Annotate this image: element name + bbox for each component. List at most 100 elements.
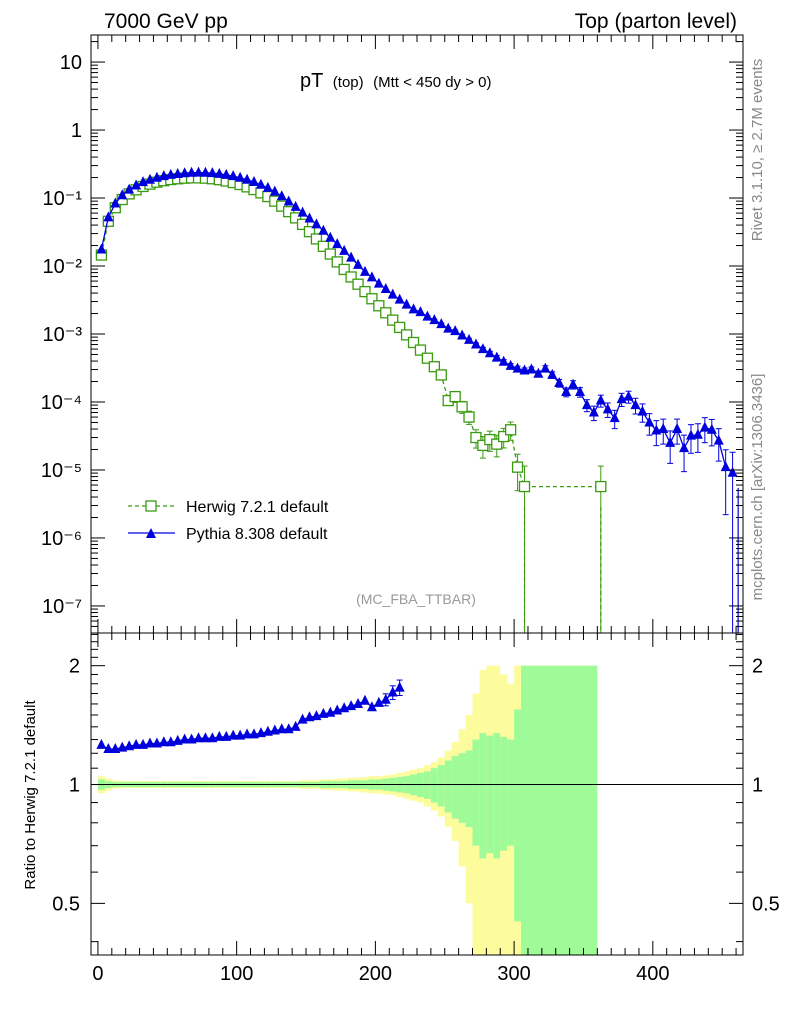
data-point-triangle xyxy=(172,734,183,745)
ratio-stat-band xyxy=(500,736,508,851)
data-point-triangle xyxy=(269,185,280,196)
data-point-triangle xyxy=(262,725,273,736)
data-point-triangle xyxy=(359,265,370,276)
data-point-triangle xyxy=(699,421,710,432)
data-point-triangle xyxy=(540,362,551,373)
data-point-square xyxy=(400,329,413,341)
data-point-square xyxy=(470,431,482,444)
ratio-stat-band xyxy=(493,733,501,859)
data-point-triangle xyxy=(561,386,572,397)
x-tick-label: 100 xyxy=(220,963,253,985)
y-tick-label: 10⁻⁷ xyxy=(42,596,82,618)
data-point-triangle xyxy=(138,738,149,749)
data-point-triangle xyxy=(581,399,592,410)
ratio-stat-band xyxy=(472,739,480,846)
data-point-square xyxy=(414,344,427,356)
data-point-triangle xyxy=(575,386,585,397)
ratio-y-tick-label-right: 2 xyxy=(752,656,763,678)
x-tick-label: 300 xyxy=(497,963,530,985)
data-point-triangle xyxy=(630,399,641,410)
data-point-triangle xyxy=(200,732,211,743)
data-point-triangle xyxy=(366,701,377,712)
data-point-square xyxy=(498,430,510,443)
data-point-triangle xyxy=(221,168,232,179)
data-point-square xyxy=(394,321,406,334)
data-point-triangle xyxy=(276,723,287,734)
legend-pythia-label: Pythia 8.308 default xyxy=(186,526,328,543)
data-point-square xyxy=(296,218,309,231)
title-sub: (top) xyxy=(333,74,364,91)
data-point-square xyxy=(380,307,392,319)
ratio-pythia-series xyxy=(96,679,405,754)
y-tick-label: 10⁻³ xyxy=(43,324,83,346)
data-point-triangle xyxy=(394,293,405,304)
data-point-triangle xyxy=(290,200,301,211)
data-point-triangle xyxy=(186,733,197,744)
data-point-triangle xyxy=(242,173,253,184)
data-point-triangle xyxy=(380,693,391,704)
ratio-stat-band xyxy=(479,733,487,859)
legend: Herwig 7.2.1 default Pythia 8.308 defaul… xyxy=(128,499,329,543)
ratio-stat-band xyxy=(444,760,452,813)
y-tick-label: 10⁻⁶ xyxy=(41,528,82,550)
y-tick-label: 1 xyxy=(71,120,82,142)
data-point-triangle xyxy=(214,730,225,741)
data-point-triangle xyxy=(144,737,155,748)
data-point-square xyxy=(359,285,371,298)
data-point-triangle xyxy=(526,363,537,374)
data-point-triangle xyxy=(214,167,225,178)
data-point-triangle xyxy=(179,733,190,744)
ratio-y-tick-label: 1 xyxy=(69,775,80,797)
data-point-triangle xyxy=(450,325,461,336)
data-point-triangle xyxy=(484,347,495,358)
data-point-triangle xyxy=(422,310,433,321)
data-point-square xyxy=(477,439,489,452)
data-point-triangle xyxy=(228,170,239,181)
data-point-triangle xyxy=(609,412,620,423)
herwig-series xyxy=(95,172,607,633)
data-point-triangle xyxy=(242,728,253,739)
data-point-triangle xyxy=(443,322,454,333)
data-point-triangle xyxy=(158,170,169,181)
data-point-triangle xyxy=(533,367,544,378)
data-point-triangle xyxy=(380,282,391,293)
data-point-square xyxy=(310,233,323,245)
y-tick-label: 10⁻⁴ xyxy=(41,392,82,414)
data-point-triangle xyxy=(96,738,107,749)
data-point-triangle xyxy=(464,333,475,344)
data-point-triangle xyxy=(117,189,128,200)
data-point-triangle xyxy=(595,394,606,405)
data-point-triangle xyxy=(679,442,690,453)
data-point-square xyxy=(338,263,350,276)
ratio-y-tick-label-right: 1 xyxy=(752,775,763,797)
data-point-square xyxy=(421,352,434,364)
data-point-triangle xyxy=(672,423,683,434)
legend-herwig-marker xyxy=(145,500,157,512)
ratio-stat-band xyxy=(514,709,522,922)
data-point-triangle xyxy=(588,406,599,417)
data-point-triangle xyxy=(186,166,197,177)
data-point-square xyxy=(504,424,517,436)
data-point-square xyxy=(511,461,524,473)
ratio-stat-band xyxy=(430,768,438,803)
ratio-stat-band xyxy=(458,753,466,823)
data-point-triangle xyxy=(235,171,246,182)
data-point-triangle xyxy=(124,183,135,194)
data-point-triangle xyxy=(359,694,370,705)
ratio-stat-band xyxy=(507,739,515,846)
data-point-triangle xyxy=(297,206,308,217)
series-line xyxy=(101,687,401,750)
ratio-stat-band xyxy=(437,765,445,807)
data-point-triangle xyxy=(304,212,315,223)
data-point-triangle xyxy=(332,238,343,249)
ratio-stat-band xyxy=(486,735,494,854)
data-point-triangle xyxy=(665,436,676,447)
data-point-triangle xyxy=(602,403,613,414)
data-point-triangle xyxy=(387,288,398,299)
data-point-triangle xyxy=(290,720,301,731)
data-point-triangle xyxy=(339,244,350,255)
data-point-triangle xyxy=(103,211,114,222)
data-point-triangle xyxy=(172,167,183,178)
legend-pythia-marker xyxy=(146,528,156,538)
data-point-triangle xyxy=(221,730,232,741)
